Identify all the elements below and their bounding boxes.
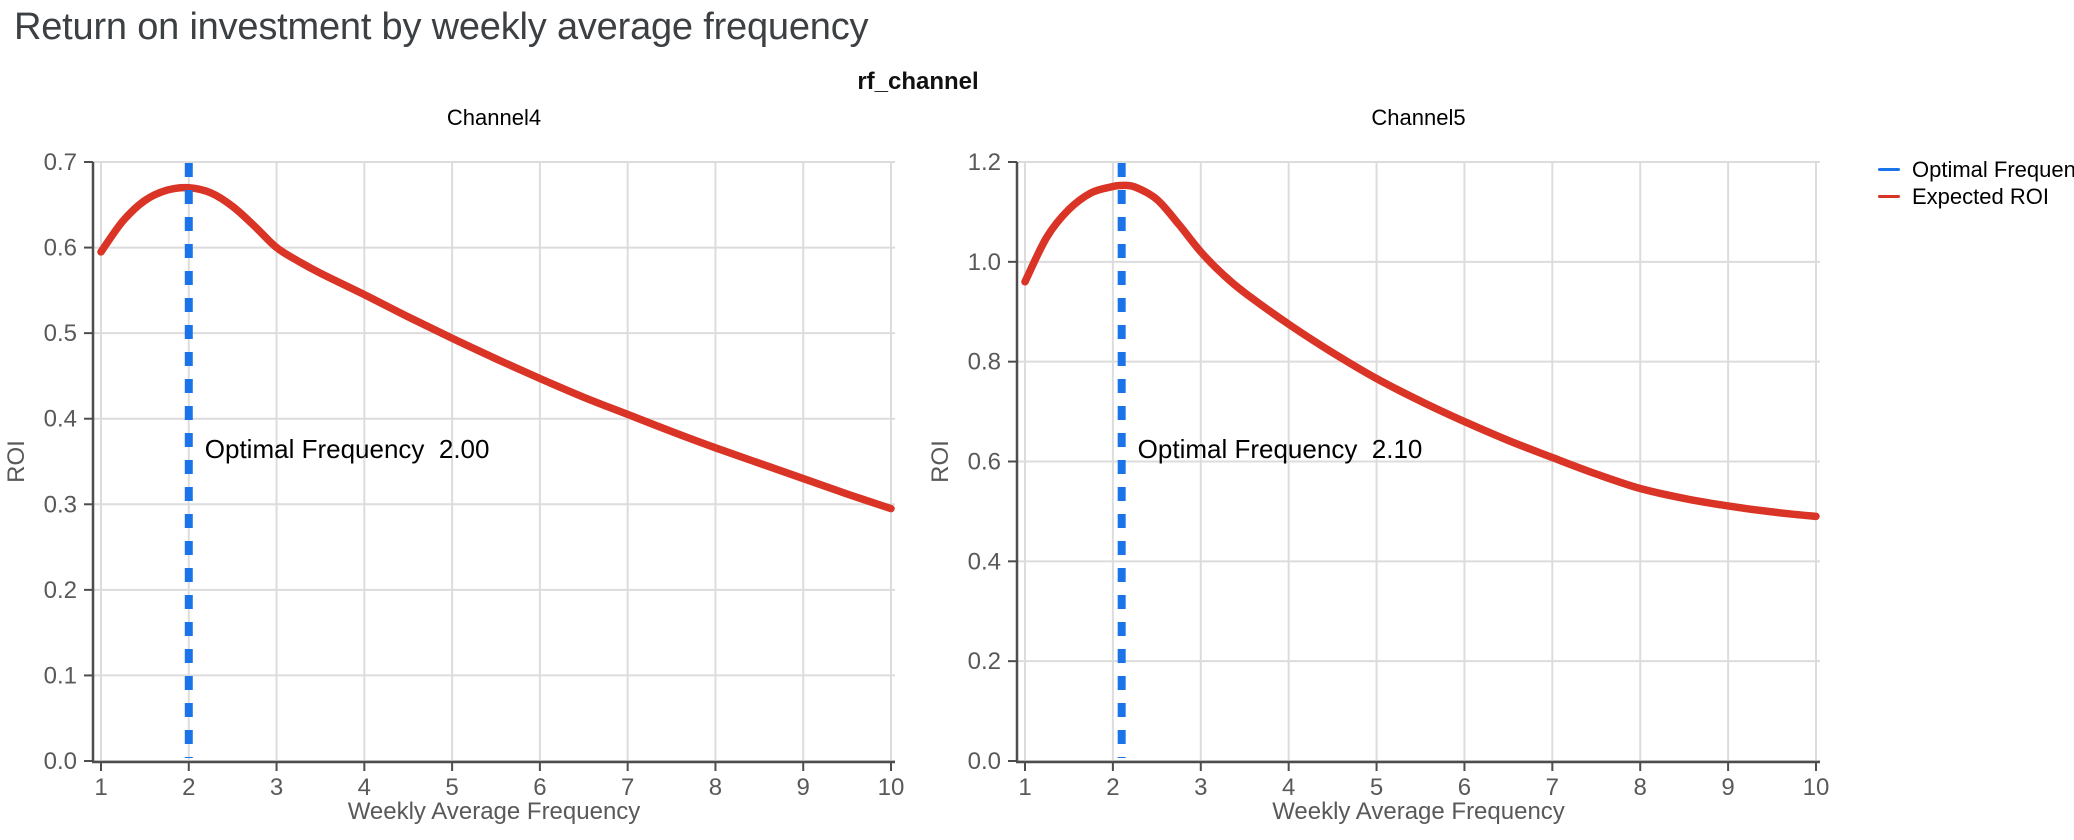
x-tick-label: 2 (1106, 774, 1119, 801)
x-axis-title: Weekly Average Frequency (1272, 798, 1565, 825)
y-tick-label: 0.2 (968, 648, 1001, 675)
x-axis-title: Weekly Average Frequency (348, 798, 641, 825)
x-tick-label: 3 (270, 774, 283, 801)
y-tick-label: 0.5 (44, 320, 77, 347)
legend-item-expected-roi: Expected ROI (1878, 183, 2074, 210)
optimal-frequency-line-swatch (1878, 168, 1900, 171)
x-tick-label: 8 (709, 774, 722, 801)
legend-item-optimal-frequency: Optimal Frequency (1878, 156, 2074, 183)
y-tick-label: 0.6 (44, 235, 77, 262)
expected-roi-line-swatch (1878, 195, 1900, 198)
x-tick-label: 1 (94, 774, 107, 801)
y-tick-label: 0.0 (44, 748, 77, 775)
x-tick-label: 4 (358, 774, 371, 801)
y-tick-label: 0.8 (968, 349, 1001, 376)
x-tick-label: 10 (1803, 774, 1830, 801)
chart-title: Channel4 (447, 105, 541, 130)
page-title: Return on investment by weekly average f… (14, 6, 869, 48)
x-tick-label: 3 (1194, 774, 1207, 801)
y-tick-label: 0.0 (968, 748, 1001, 775)
legend-label-optimal-frequency: Optimal Frequency (1912, 156, 2074, 182)
x-tick-label: 10 (878, 774, 905, 801)
optimal-frequency-annotation: Optimal Frequency 2.10 (1138, 434, 1423, 464)
x-tick-label: 7 (1546, 774, 1559, 801)
optimal-frequency-annotation: Optimal Frequency 2.00 (205, 434, 490, 464)
y-tick-label: 0.6 (968, 449, 1001, 476)
expected-roi-curve (1021, 181, 1820, 521)
y-tick-label: 1.2 (968, 149, 1001, 176)
x-tick-label: 6 (533, 774, 546, 801)
x-tick-label: 8 (1634, 774, 1647, 801)
x-tick-label: 7 (621, 774, 634, 801)
legend: Optimal Frequency Expected ROI (1878, 156, 2074, 210)
x-tick-label: 6 (1458, 774, 1471, 801)
x-tick-label: 4 (1282, 774, 1295, 801)
y-tick-label: 0.1 (44, 662, 77, 689)
y-tick-label: 0.3 (44, 491, 77, 518)
y-tick-label: 1.0 (968, 249, 1001, 276)
x-tick-label: 9 (1721, 774, 1734, 801)
chart-title: Channel5 (1371, 105, 1465, 130)
x-tick-label: 5 (445, 774, 458, 801)
y-tick-label: 0.7 (44, 149, 77, 176)
y-axis-title: ROI (3, 440, 30, 483)
x-tick-label: 5 (1370, 774, 1383, 801)
x-tick-label: 1 (1018, 774, 1031, 801)
y-tick-label: 0.2 (44, 577, 77, 604)
y-tick-label: 0.4 (968, 548, 1001, 575)
y-tick-label: 0.4 (44, 406, 77, 433)
x-tick-label: 9 (797, 774, 810, 801)
facet-title: rf_channel (857, 68, 979, 95)
expected-roi-curve (97, 183, 895, 513)
y-axis-title: ROI (927, 440, 954, 483)
legend-label-expected-roi: Expected ROI (1912, 183, 2049, 209)
x-tick-label: 2 (182, 774, 195, 801)
